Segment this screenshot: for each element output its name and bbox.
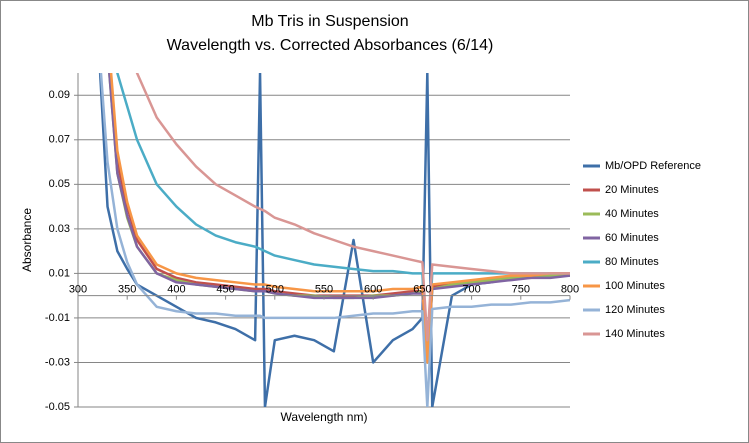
y-tick-label: 0.07 xyxy=(49,134,70,146)
legend-label: 120 Minutes xyxy=(605,304,665,316)
x-axis-title: Wavelength nm) xyxy=(281,410,368,424)
x-tick-label: 750 xyxy=(512,284,530,296)
plot-lines xyxy=(98,73,570,407)
series-line xyxy=(108,73,570,364)
legend: Mb/OPD Reference 20 Minutes 40 Minutes 60 M… xyxy=(583,160,701,340)
x-tick-label: 550 xyxy=(315,284,333,296)
y-tick-label: -0.03 xyxy=(45,356,70,368)
legend-label: 40 Minutes xyxy=(605,208,659,220)
y-tick-label: 0.01 xyxy=(49,267,70,279)
y-tick-label: -0.01 xyxy=(45,312,70,324)
axes: -0.05 -0.03 -0.01 0.01 0.03 0.05 0.07 0.09 300 35… xyxy=(45,73,579,413)
x-tick-label: 300 xyxy=(69,284,87,296)
chart-title: Mb Tris in Suspension xyxy=(251,13,408,30)
x-tick-label: 500 xyxy=(266,284,284,296)
y-tick-label: 0.03 xyxy=(49,223,70,235)
series-line xyxy=(109,73,570,364)
series-line xyxy=(135,73,570,342)
x-tick-label: 450 xyxy=(216,284,234,296)
series-line xyxy=(99,73,570,407)
x-tick-label: 700 xyxy=(462,284,480,296)
legend-label: 20 Minutes xyxy=(605,184,659,196)
legend-label: 100 Minutes xyxy=(605,280,665,292)
legend-label: 60 Minutes xyxy=(605,232,659,244)
y-tick-label: 0.05 xyxy=(49,178,70,190)
x-tick-label: 350 xyxy=(118,284,136,296)
legend-label: 80 Minutes xyxy=(605,256,659,268)
y-axis-title: Absorbance xyxy=(20,208,34,272)
y-tick-label: -0.05 xyxy=(45,401,70,413)
series-line xyxy=(116,73,570,364)
x-tick-label: 800 xyxy=(561,284,579,296)
chart-subtitle: Wavelength vs. Corrected Absorbances (6/… xyxy=(167,37,494,54)
x-tick-label: 400 xyxy=(167,284,185,296)
x-tick-label: 650 xyxy=(413,284,431,296)
y-tick-label: 0.09 xyxy=(49,89,70,101)
legend-label: 140 Minutes xyxy=(605,328,665,340)
x-tick-label: 600 xyxy=(364,284,382,296)
legend-label: Mb/OPD Reference xyxy=(605,160,701,172)
